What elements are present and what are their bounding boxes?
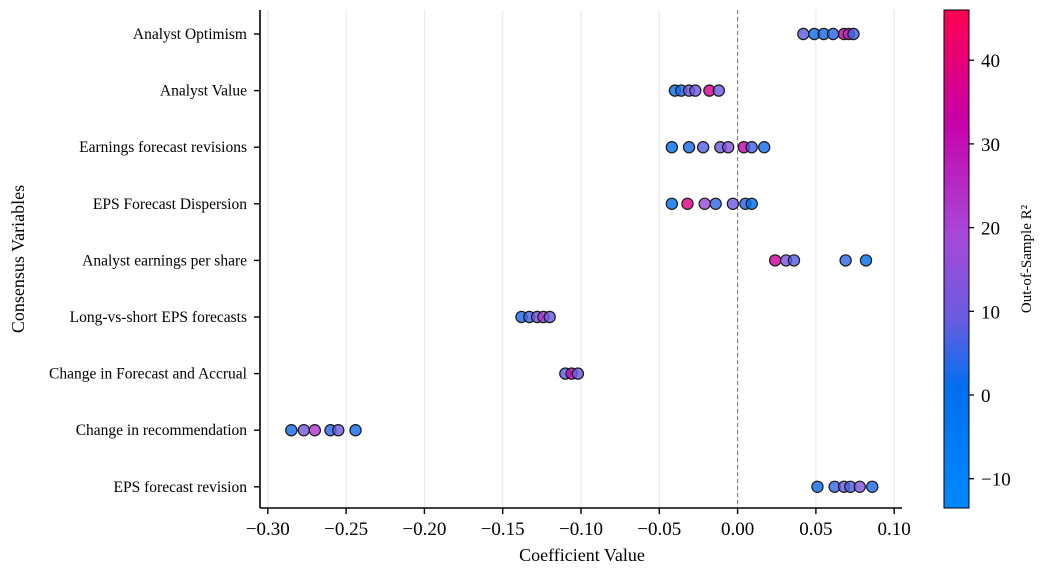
data-point <box>726 197 740 210</box>
y-tick-label: Analyst Value <box>160 83 247 100</box>
y-tick-label: Analyst Optimism <box>133 26 247 43</box>
x-tick-label: 0.10 <box>878 519 911 540</box>
data-point <box>811 480 824 493</box>
y-tick-label: Analyst earnings per share <box>82 252 247 269</box>
x-tick-label: 0.05 <box>799 519 832 540</box>
data-point <box>853 480 866 493</box>
y-tick-label: Earnings forecast revisions <box>79 139 247 156</box>
colorbar-tick-label: 0 <box>981 386 991 407</box>
x-tick-label: 0.00 <box>721 519 754 540</box>
colorbar-ticks: −10 0 10 20 30 40 <box>969 51 1011 491</box>
data-point <box>571 367 585 380</box>
data-point <box>859 254 873 267</box>
data-point <box>758 140 771 154</box>
data-point <box>839 254 852 267</box>
data-point <box>297 424 311 437</box>
y-tick-label: EPS Forecast Dispersion <box>93 196 247 213</box>
data-point <box>682 140 696 154</box>
colorbar-tick-label: 30 <box>981 135 1000 156</box>
colorbar-tick-label: 10 <box>981 302 1000 323</box>
colorbar-gradient <box>943 9 970 509</box>
y-tick-label: EPS forecast revision <box>114 479 248 496</box>
colorbar-label: Out-of-Sample R² <box>1019 204 1035 313</box>
data-point <box>308 424 322 437</box>
colorbar-tick-label: 40 <box>981 51 1000 72</box>
colorbar-tick-label: 20 <box>981 219 1000 240</box>
x-tick-label: −0.10 <box>559 519 603 540</box>
data-points <box>285 27 879 493</box>
data-point <box>689 84 702 97</box>
data-point <box>665 140 679 154</box>
data-point <box>696 140 710 154</box>
data-point <box>721 140 735 154</box>
data-point <box>787 254 801 267</box>
data-point <box>709 197 722 210</box>
data-point <box>698 197 711 210</box>
x-tick-label: −0.15 <box>481 519 525 540</box>
y-tick-label: Change in recommendation <box>76 422 248 439</box>
data-point <box>847 27 860 41</box>
data-point <box>866 480 879 493</box>
y-tick-label: Long-vs-short EPS forecasts <box>70 309 247 326</box>
colorbar-tick-label: −10 <box>981 470 1011 491</box>
data-point <box>712 84 725 97</box>
x-grid <box>267 10 895 508</box>
x-tick-label: −0.05 <box>637 519 681 540</box>
y-ticks: Analyst Optimism Analyst Value Earnings fo… <box>49 26 260 496</box>
data-point <box>349 424 362 437</box>
data-point <box>768 254 782 267</box>
colorbar: −10 0 10 20 30 40 Out-of-Sample R² <box>943 9 1035 509</box>
data-point <box>332 424 345 437</box>
data-point <box>543 310 556 324</box>
data-point <box>797 27 810 41</box>
data-point <box>285 424 298 437</box>
y-tick-label: Change in Forecast and Accrual <box>49 366 247 383</box>
x-tick-label: −0.30 <box>246 519 290 540</box>
x-axis-label: Coefficient Value <box>519 545 645 565</box>
x-tick-label: −0.25 <box>324 519 368 540</box>
x-tick-label: −0.20 <box>402 519 446 540</box>
y-axis-label: Consensus Variables <box>8 185 28 333</box>
data-point <box>665 197 679 210</box>
data-point <box>681 197 694 210</box>
data-point <box>745 197 758 210</box>
data-point <box>826 27 840 41</box>
x-ticks: −0.30 −0.25 −0.20 −0.15 −0.10 −0.05 0.00 0.05 0.… <box>246 508 911 540</box>
data-point <box>745 140 758 154</box>
